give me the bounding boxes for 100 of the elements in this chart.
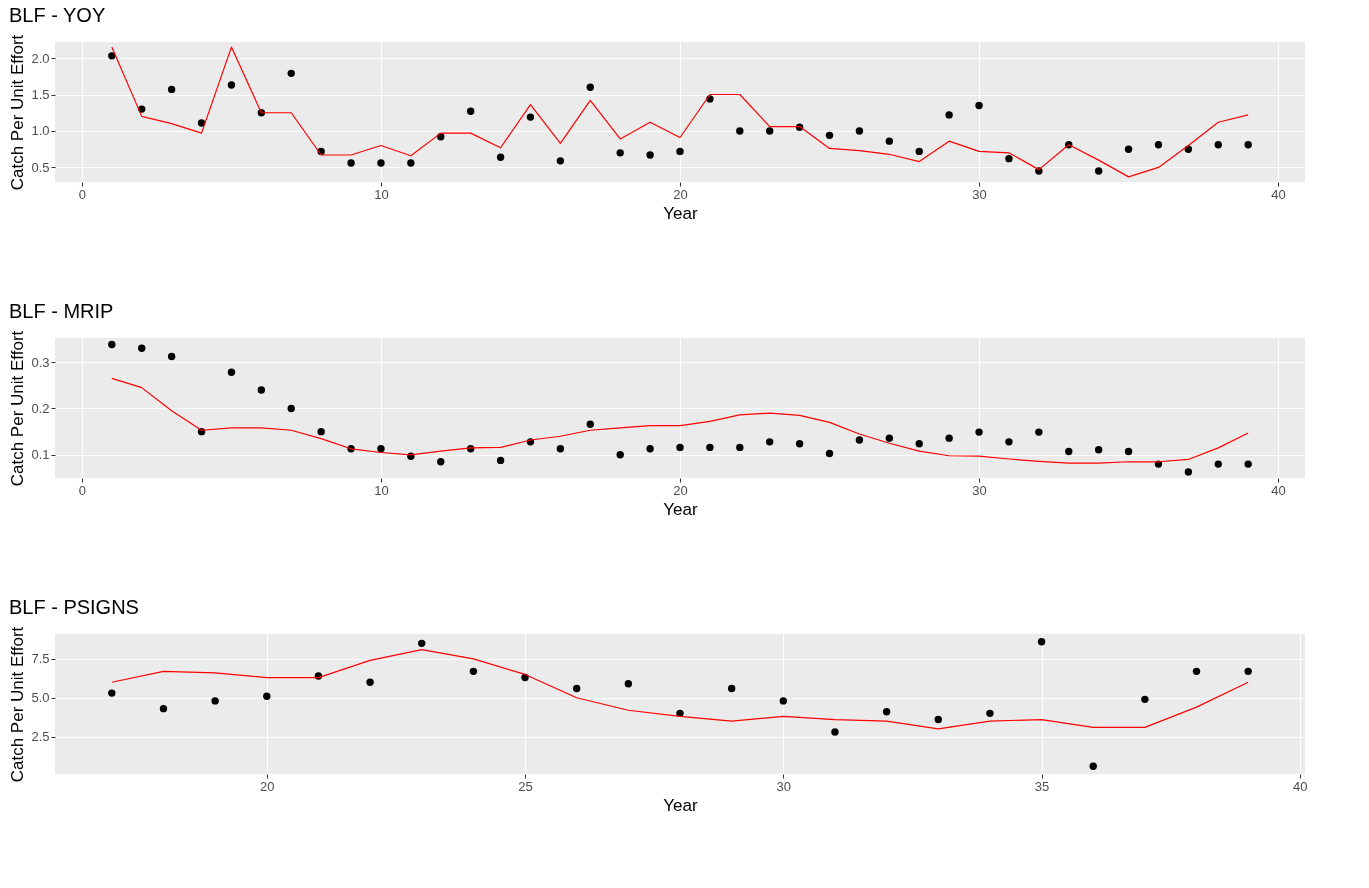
point: [1005, 438, 1013, 446]
line-series: [111, 648, 1249, 730]
point: [496, 153, 505, 161]
point: [855, 436, 864, 444]
point: [766, 438, 774, 446]
point: [366, 678, 374, 686]
point: [975, 428, 983, 436]
y-tick-label: 2.5: [31, 729, 50, 745]
point: [227, 368, 236, 377]
y-tick-label: 0.5: [31, 159, 50, 175]
point: [975, 101, 983, 110]
point: [108, 689, 116, 697]
point: [706, 443, 714, 452]
point: [418, 639, 426, 648]
point: [167, 352, 176, 361]
chart-title: BLF - PSIGNS: [8, 596, 139, 619]
point: [646, 445, 654, 453]
point: [466, 107, 475, 115]
line-series: [111, 46, 1249, 178]
point: [727, 684, 736, 693]
point: [616, 149, 624, 157]
point: [934, 715, 942, 724]
x-axis-title: Year: [663, 499, 699, 519]
chart-title: BLF - YOY: [8, 4, 106, 27]
point: [825, 449, 834, 458]
point: [736, 443, 744, 452]
point: [885, 137, 894, 145]
point: [616, 451, 624, 459]
point: [159, 704, 168, 713]
x-tick-label: 20: [260, 778, 275, 794]
x-tick-label: 40: [1293, 778, 1308, 794]
point: [138, 344, 146, 352]
x-tick-label: 0: [78, 186, 87, 202]
y-axis-title: Catch Per Unit Effort: [8, 34, 28, 191]
point: [831, 728, 839, 736]
point: [1065, 447, 1073, 456]
point: [945, 111, 953, 119]
point: [586, 420, 594, 428]
point: [572, 684, 581, 693]
point: [779, 697, 788, 705]
point: [1244, 460, 1252, 468]
point: [496, 456, 505, 465]
point: [197, 119, 206, 127]
point: [556, 445, 565, 453]
x-tick-label: 20: [673, 186, 688, 202]
point: [676, 147, 684, 156]
point: [1154, 141, 1163, 149]
point: [1089, 762, 1097, 770]
y-tick-label: 2.0: [31, 50, 50, 66]
y-axis-title: Catch Per Unit Effort: [8, 330, 28, 487]
x-tick-label: 35: [1034, 778, 1050, 794]
point: [945, 434, 953, 442]
point: [317, 427, 325, 436]
y-tick-label: 1.5: [31, 87, 50, 102]
x-axis-title: Year: [663, 795, 699, 815]
point: [766, 127, 774, 135]
y-tick-label: 0.1: [31, 447, 50, 463]
point: [882, 708, 891, 716]
point: [108, 340, 116, 349]
point: [1124, 145, 1133, 153]
y-tick-label: 0.2: [31, 400, 50, 416]
x-tick-label: 20: [673, 482, 688, 498]
point: [885, 434, 894, 442]
point: [347, 159, 355, 167]
point: [287, 69, 295, 78]
point: [227, 81, 236, 89]
point: [287, 404, 295, 413]
x-tick-label: 30: [972, 186, 987, 202]
point: [1141, 695, 1149, 704]
point: [646, 151, 654, 159]
point: [676, 443, 684, 452]
point: [795, 439, 804, 448]
point: [1124, 447, 1133, 456]
point: [263, 692, 271, 700]
point: [211, 697, 219, 705]
point: [1035, 428, 1043, 436]
point: [108, 52, 116, 60]
x-tick-label: 10: [374, 482, 389, 498]
x-tick-label: 30: [776, 778, 792, 794]
point: [915, 147, 923, 156]
point: [986, 709, 994, 718]
point: [377, 159, 385, 167]
x-tick-label: 10: [374, 186, 389, 202]
x-axis-title: Year: [663, 203, 699, 223]
point: [1192, 667, 1201, 676]
y-tick-label: 1.0: [31, 123, 50, 139]
x-tick-label: 40: [1271, 186, 1286, 202]
point: [377, 445, 385, 453]
chart-title: BLF - MRIP: [8, 300, 114, 323]
point: [526, 113, 535, 121]
point: [624, 680, 633, 688]
point: [1037, 638, 1046, 646]
point: [736, 127, 744, 135]
x-tick-label: 30: [972, 482, 987, 498]
point: [1214, 141, 1222, 149]
point: [825, 131, 834, 140]
y-tick-label: 0.3: [31, 354, 50, 370]
point: [586, 83, 594, 91]
point: [915, 439, 923, 448]
point: [407, 159, 415, 167]
